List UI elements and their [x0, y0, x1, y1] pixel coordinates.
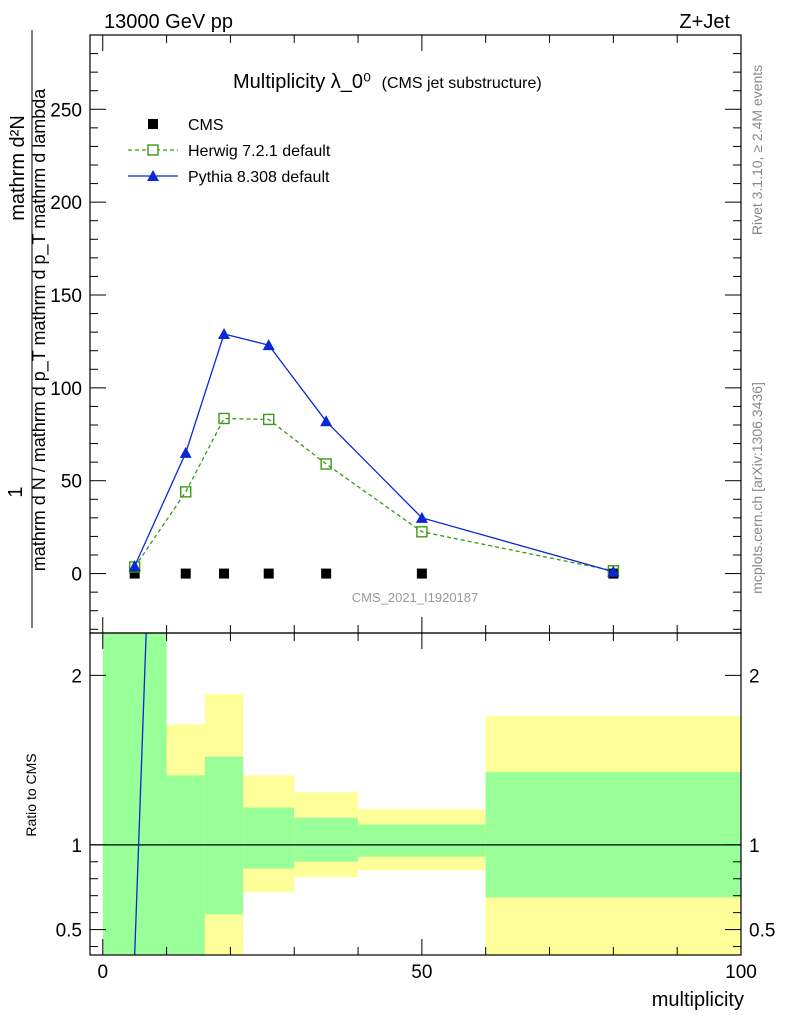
chart-subtitle: (CMS jet substructure) — [382, 75, 542, 92]
data-point — [179, 446, 192, 458]
series-2 — [128, 328, 620, 577]
ratio-y-tick-label-right: 2 — [749, 666, 760, 687]
rivet-label: Rivet 3.1.10, ≥ 2.4M events — [749, 65, 765, 235]
y-tick-label: 50 — [61, 472, 82, 493]
x-tick-label: 50 — [411, 962, 432, 983]
ratio-lines — [90, 632, 741, 956]
legend-herwig-label: Herwig 7.2.1 default — [188, 143, 331, 160]
process-label: Z+Jet — [679, 11, 730, 33]
legend: CMS Herwig 7.2.1 default Pythia 8.308 de… — [128, 117, 331, 186]
main-y-axis-label: mathrm d²N 1 mathrm d N / mathrm d p_T m… — [5, 30, 50, 628]
ratio-band-green — [204, 756, 244, 915]
series-layer — [128, 328, 620, 579]
y-label-numerator: mathrm d²N — [7, 115, 29, 221]
ratio-y-tick-label-right: 1 — [749, 836, 760, 857]
legend-cms-label: CMS — [188, 117, 224, 134]
y-tick-label: 200 — [50, 193, 82, 214]
data-point — [128, 560, 141, 572]
y-tick-label: 150 — [50, 286, 82, 307]
ratio-y-tick-label: 2 — [71, 666, 82, 687]
data-point — [321, 568, 332, 579]
ratio-uncertainty-bands — [102, 633, 741, 955]
ratio-band-green — [166, 775, 205, 955]
pythia-ratio-line — [134, 632, 147, 956]
data-point — [320, 458, 332, 470]
legend-herwig-marker — [147, 144, 159, 156]
data-point — [263, 568, 274, 579]
data-point — [415, 511, 428, 523]
ratio-band-green — [243, 807, 295, 869]
y-tick-label: 250 — [50, 100, 82, 121]
y-tick-label: 100 — [50, 379, 82, 400]
x-axis-label: multiplicity — [652, 989, 744, 1011]
ratio-plot-frame — [89, 632, 742, 956]
series-0 — [129, 568, 619, 579]
mcplots-label: mcplots.cern.ch [arXiv:1306.3436] — [749, 382, 765, 594]
data-point — [320, 415, 333, 427]
ratio-y-tick-label: 1 — [71, 836, 82, 857]
energy-label: 13000 GeV pp — [104, 11, 233, 33]
data-point — [416, 568, 427, 579]
y-tick-label: 0 — [71, 565, 82, 586]
ratio-band-green — [294, 817, 359, 862]
analysis-watermark: CMS_2021_I1920187 — [352, 590, 479, 605]
legend-pythia-marker — [147, 170, 159, 181]
data-point — [219, 568, 230, 579]
axis-ticks — [90, 35, 742, 955]
axis-tick-labels: 0 50 100 150 200 250 0.5 0.5 1 1 2 2 0 50 100 — [50, 100, 775, 983]
series-1 — [128, 412, 620, 577]
chart-title-main: Multiplicity λ_0⁰ — [233, 71, 371, 93]
legend-pythia-label: Pythia 8.308 default — [188, 169, 330, 186]
ratio-y-tick-label-right: 0.5 — [749, 921, 775, 942]
ratio-y-tick-label: 0.5 — [56, 921, 82, 942]
chart-title: Multiplicity λ_0⁰ (CMS jet substructure) — [233, 71, 542, 93]
data-point — [263, 413, 275, 426]
y-label-prefix: 1 — [5, 486, 27, 497]
data-point — [262, 339, 275, 351]
data-point — [218, 412, 230, 425]
ratio-band-green — [358, 824, 486, 857]
ratio-band-green — [485, 771, 741, 898]
series-line — [134, 417, 614, 572]
data-point — [180, 568, 191, 579]
ratio-y-axis-label: Ratio to CMS — [23, 753, 39, 836]
data-point — [180, 486, 192, 498]
data-point — [416, 526, 428, 538]
data-point — [129, 568, 140, 579]
legend-cms-marker — [148, 119, 158, 129]
x-tick-label: 0 — [97, 962, 108, 983]
data-point — [218, 328, 231, 339]
data-point — [607, 565, 620, 577]
x-tick-label: 100 — [725, 962, 757, 983]
ratio-band-green — [102, 633, 167, 955]
y-label-denominator: mathrm d N / mathrm d p_T mathrm d p_T m… — [29, 88, 50, 571]
